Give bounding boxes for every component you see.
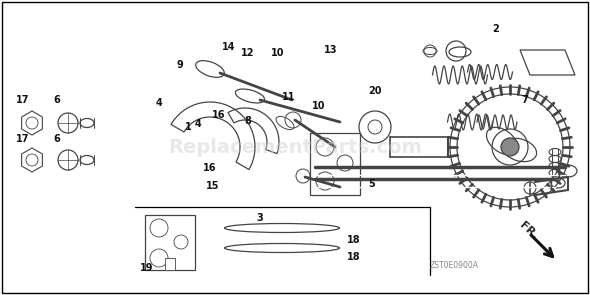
Text: 13: 13	[324, 45, 337, 55]
Text: 19: 19	[140, 263, 153, 273]
Text: 15: 15	[206, 181, 219, 191]
Text: 12: 12	[241, 48, 254, 58]
Text: 10: 10	[312, 101, 325, 111]
Bar	[165, 258, 175, 270]
Text: 5: 5	[368, 179, 375, 189]
Text: 3: 3	[256, 213, 263, 223]
Text: 17: 17	[16, 95, 29, 105]
Text: FR.: FR.	[518, 220, 540, 242]
Circle shape	[501, 138, 519, 156]
Text: 4: 4	[156, 98, 163, 108]
Text: 18: 18	[347, 252, 361, 262]
Text: ReplacementParts.com: ReplacementParts.com	[168, 138, 422, 157]
Text: 16: 16	[203, 163, 216, 173]
Text: 20: 20	[368, 86, 381, 96]
Text: 6: 6	[54, 95, 61, 105]
Text: 1: 1	[185, 122, 192, 132]
Text: 4: 4	[194, 119, 201, 129]
Text: 18: 18	[347, 235, 361, 245]
Text: 2: 2	[492, 24, 499, 35]
Text: ZST0E0900A: ZST0E0900A	[430, 261, 479, 270]
Text: 16: 16	[212, 110, 225, 120]
Text: 14: 14	[222, 42, 235, 52]
Text: 9: 9	[176, 60, 183, 70]
Text: 7: 7	[522, 95, 529, 105]
Text: 6: 6	[54, 134, 61, 144]
Text: 10: 10	[271, 48, 284, 58]
Text: 17: 17	[16, 134, 29, 144]
Bar	[145, 215, 195, 270]
Text: 11: 11	[283, 92, 296, 102]
Text: 8: 8	[244, 116, 251, 126]
